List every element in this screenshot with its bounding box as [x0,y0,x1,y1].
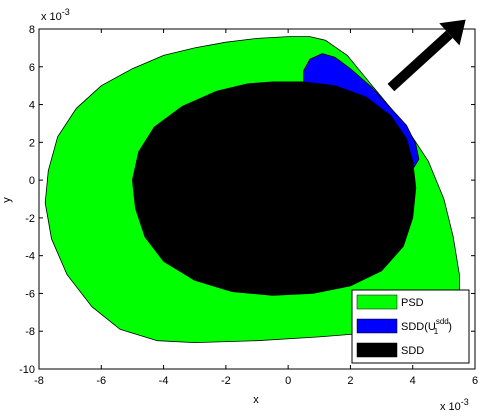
legend: PSD SDD(Usdd 1) SDD [351,289,470,364]
region-sdd [131,81,417,296]
y-tick-label: -8 [25,326,35,338]
y-tick-label: -10 [19,364,35,376]
legend-label-sdd-u1-sub: 1 [434,327,439,336]
y-tick-label: -2 [25,213,35,225]
legend-label-psd: PSD [401,297,424,309]
x-exponent-power: -3 [461,397,469,407]
plot-frame [38,28,476,370]
y-tick-label: 0 [29,175,35,187]
arrow-layer [387,19,466,92]
y-exponent-power: -3 [62,7,70,17]
legend-swatch-sdd-u1 [356,318,398,334]
x-exponent-label: x 10-3 [440,397,469,413]
y-tick-label: 4 [29,100,35,112]
legend-swatch-psd [356,294,398,310]
arrow-head [439,19,466,46]
legend-label-sdd-u1-sup: sdd [436,317,449,326]
x-tick-label: 4 [410,375,416,387]
y-exponent-base: x 10 [41,11,62,23]
y-tick-label: 8 [29,24,35,36]
series-layer [44,36,460,344]
y-tick-label: 2 [29,137,35,149]
x-axis-label: x [253,394,259,406]
x-tick-label: 6 [472,375,478,387]
legend-swatch-sdd [356,342,398,358]
legend-label-sdd-u1: SDD(Usdd 1) [401,317,452,336]
arrow-shaft [387,30,453,92]
x-tick-label: -2 [221,375,231,387]
x-exponent-base: x 10 [440,401,461,413]
x-tick-label: -6 [96,375,106,387]
y-axis-label: y [1,197,13,203]
legend-label-sdd-u1-main: SDD(U [401,321,436,333]
x-tick-label: 2 [347,375,353,387]
y-tick-label: -6 [25,288,35,300]
legend-label-sdd: SDD [401,345,424,357]
y-tick-label: 6 [29,62,35,74]
x-tick-label: -4 [159,375,169,387]
y-tick-label: -4 [25,251,35,263]
x-tick-label: 0 [285,375,291,387]
x-tick-label: -8 [34,375,44,387]
legend-label-sdd-u1-close: ) [448,321,452,333]
y-exponent-label: x 10-3 [41,7,70,23]
